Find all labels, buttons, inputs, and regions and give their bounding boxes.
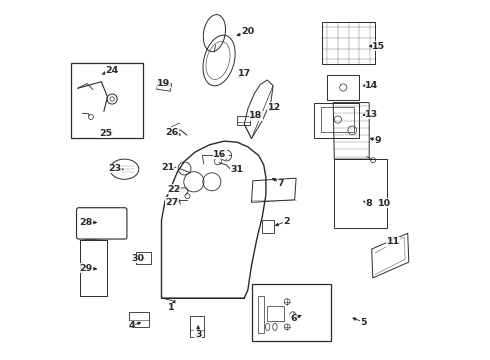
Bar xyxy=(262,220,274,233)
Text: 2: 2 xyxy=(283,217,290,226)
Text: 5: 5 xyxy=(361,318,367,327)
Bar xyxy=(157,81,172,91)
Text: 10: 10 xyxy=(378,199,391,208)
Text: 6: 6 xyxy=(290,314,297,323)
Text: 24: 24 xyxy=(105,66,119,75)
Text: 14: 14 xyxy=(365,81,378,90)
Text: 16: 16 xyxy=(213,150,226,158)
Bar xyxy=(72,63,143,138)
Text: 27: 27 xyxy=(166,198,179,207)
Text: 7: 7 xyxy=(278,179,284,188)
Text: 4: 4 xyxy=(128,321,135,330)
Text: 15: 15 xyxy=(372,41,386,50)
Text: 13: 13 xyxy=(365,110,378,119)
Text: 19: 19 xyxy=(157,79,171,88)
Bar xyxy=(252,284,331,341)
Text: 21: 21 xyxy=(161,163,174,172)
Text: 11: 11 xyxy=(387,238,400,246)
Text: 1: 1 xyxy=(168,303,174,312)
Bar xyxy=(190,316,204,337)
Text: 23: 23 xyxy=(108,164,121,173)
Text: 20: 20 xyxy=(241,27,254,36)
Text: 26: 26 xyxy=(166,128,179,137)
Text: 31: 31 xyxy=(230,165,244,174)
Text: 18: 18 xyxy=(249,111,263,120)
Text: 3: 3 xyxy=(195,330,201,339)
Text: 22: 22 xyxy=(167,184,180,194)
Text: 9: 9 xyxy=(375,136,382,145)
Bar xyxy=(136,252,151,264)
Text: 17: 17 xyxy=(238,69,251,78)
Text: 8: 8 xyxy=(366,199,372,208)
Bar xyxy=(267,306,284,321)
Text: 12: 12 xyxy=(268,103,281,112)
Bar xyxy=(237,116,250,125)
Bar xyxy=(321,107,354,132)
Text: 30: 30 xyxy=(131,254,144,263)
Text: 25: 25 xyxy=(99,129,112,138)
Text: 28: 28 xyxy=(79,218,93,227)
Bar xyxy=(258,296,264,333)
Text: 29: 29 xyxy=(79,264,93,273)
Bar xyxy=(129,312,149,327)
